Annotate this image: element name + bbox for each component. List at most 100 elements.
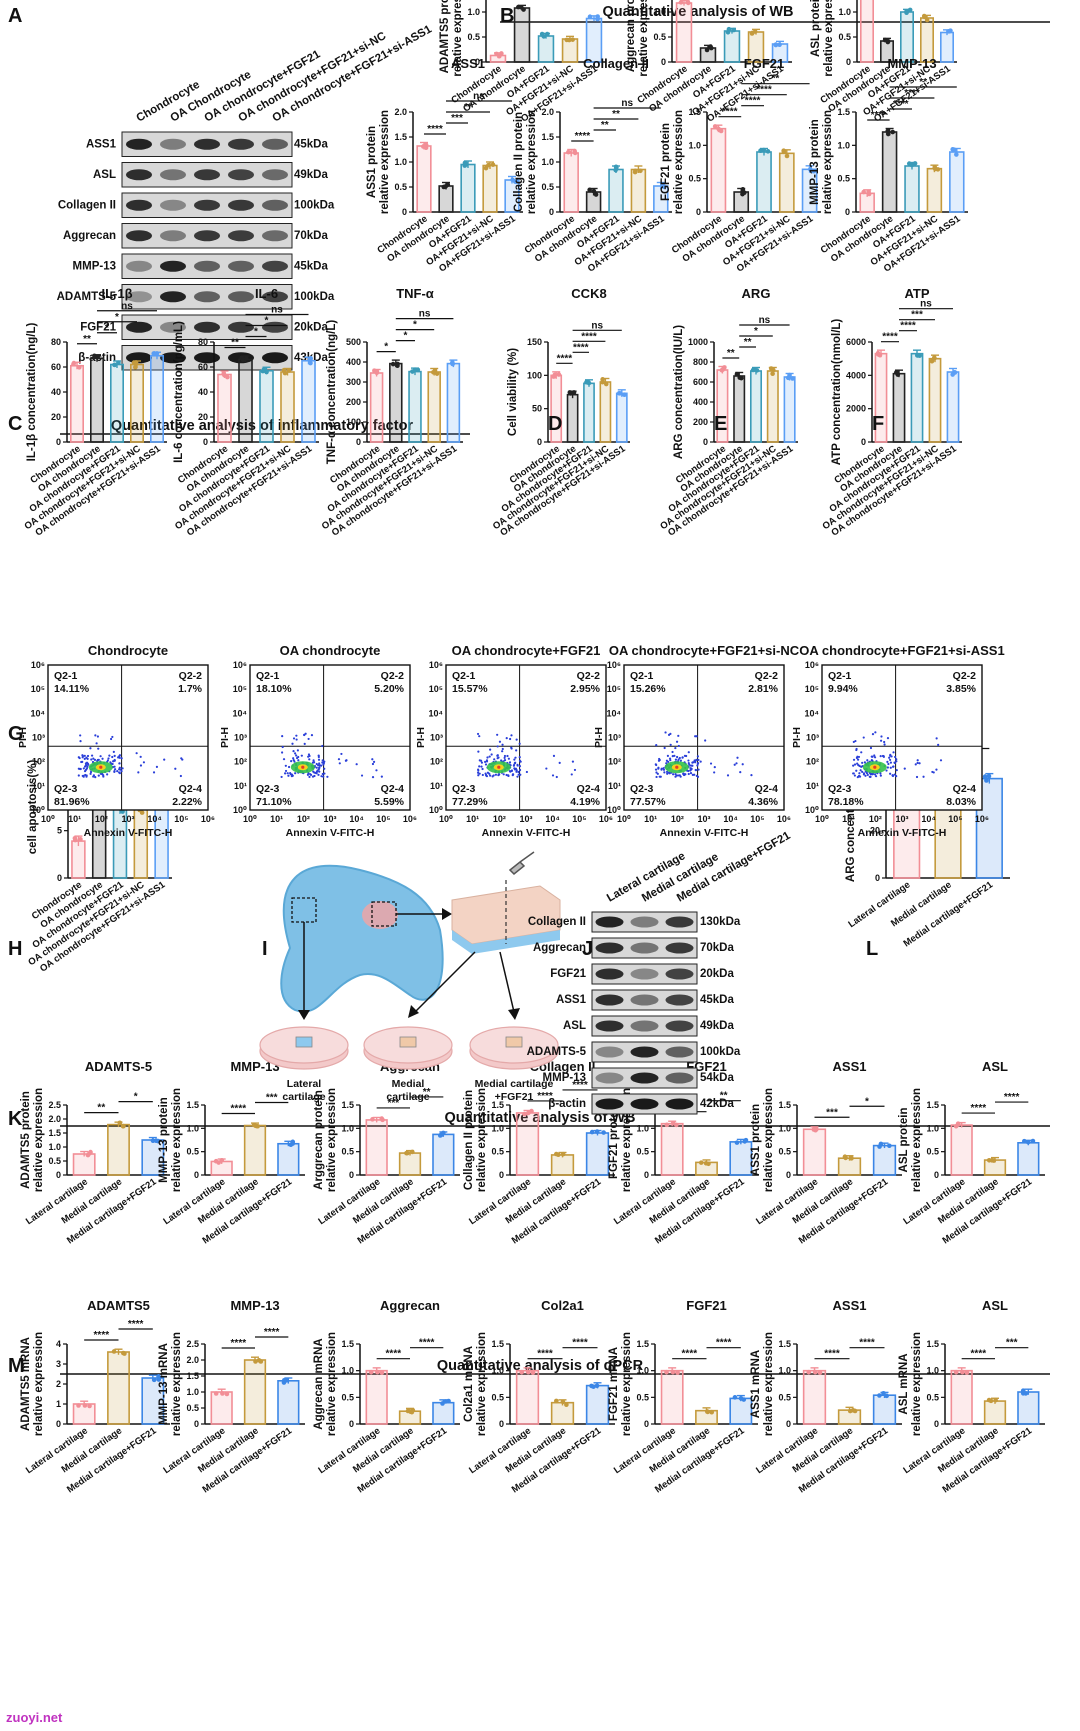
flow-event xyxy=(321,759,324,762)
data-point xyxy=(742,190,747,195)
blot-kda-label: 70kDa xyxy=(700,942,734,954)
y-axis-label: IL-6 concentration(pg/mL) xyxy=(173,321,185,463)
flow-event xyxy=(322,775,325,778)
flow-event xyxy=(480,765,483,768)
bar xyxy=(277,1142,300,1176)
arrow-head xyxy=(442,908,452,920)
flow-y-tick: 10³ xyxy=(806,733,819,743)
bar xyxy=(369,372,384,443)
data-point xyxy=(685,0,691,6)
flow-event xyxy=(879,772,882,775)
y-tick-label: 1.5 xyxy=(186,1371,199,1381)
data-point xyxy=(92,353,97,359)
flow-event xyxy=(518,742,521,745)
flow-event xyxy=(693,773,696,776)
data-point xyxy=(112,362,117,368)
flow-event xyxy=(281,745,284,749)
lesion-area xyxy=(362,901,398,929)
sig-label: ns xyxy=(419,309,431,320)
blot-band xyxy=(160,260,186,272)
chart-title: ASS1 xyxy=(833,1298,867,1313)
blot-strip xyxy=(591,963,698,985)
flow-x-tick: 10⁶ xyxy=(201,814,215,824)
flow-event xyxy=(694,735,697,738)
flow-event xyxy=(552,754,556,757)
quadrant-value: 4.36% xyxy=(748,796,778,808)
data-point xyxy=(423,145,429,151)
y-tick-label: 1.0 xyxy=(653,7,666,17)
bar xyxy=(660,1369,684,1425)
data-point xyxy=(441,1130,446,1136)
schematic-i: Lateral cartilage Medial cartilage Medial ca… xyxy=(259,851,561,1103)
flow-event xyxy=(866,759,869,762)
flow-event xyxy=(290,773,294,776)
arrow xyxy=(414,951,476,1013)
flow-event xyxy=(679,759,682,762)
flow-event xyxy=(696,775,700,778)
sig-label: *** xyxy=(266,1093,278,1104)
flow-y-tick: 10⁰ xyxy=(805,805,819,815)
flow-event xyxy=(280,775,283,779)
y-tick-label: 800 xyxy=(693,357,708,367)
flow-event xyxy=(345,759,348,762)
tissue-explant xyxy=(505,1036,523,1048)
bar xyxy=(756,151,772,213)
blot-band xyxy=(595,1020,624,1032)
flow-x-tick: 10² xyxy=(671,814,684,824)
data-point xyxy=(726,26,732,32)
y-axis-label: ARG concentration(IU/L) xyxy=(673,325,685,459)
panel-m-title: Quantitative analysis of qPCR xyxy=(437,1358,644,1374)
flow-event xyxy=(317,754,320,757)
flow-event xyxy=(663,771,666,774)
bar xyxy=(710,127,727,213)
flow-event xyxy=(295,734,298,737)
data-point xyxy=(638,168,643,174)
flow-event xyxy=(514,756,517,759)
data-point xyxy=(587,14,593,20)
data-point xyxy=(372,368,377,374)
data-point xyxy=(950,372,955,377)
y-tick-label: 1.0 xyxy=(636,1123,649,1133)
y-tick-label: 1.5 xyxy=(394,132,407,142)
flow-event xyxy=(505,773,508,777)
bar xyxy=(766,370,779,443)
data-point xyxy=(591,1384,596,1389)
flow-event xyxy=(303,742,306,746)
blot-band xyxy=(194,138,220,150)
y-tick-label: 20 xyxy=(870,826,880,836)
data-point xyxy=(887,1143,892,1149)
blot-kda-label: 54kDa xyxy=(700,1072,734,1084)
data-point xyxy=(991,1158,997,1163)
flow-event xyxy=(135,752,138,755)
bar xyxy=(515,1369,540,1425)
flow-event xyxy=(315,762,318,766)
bar xyxy=(802,1128,827,1176)
flow-event xyxy=(689,772,693,775)
flow-event xyxy=(81,755,85,758)
data-point xyxy=(849,1156,854,1161)
flow-event xyxy=(99,755,102,758)
flow-y-tick: 10⁴ xyxy=(805,708,819,718)
blot-row-label: ADAMTS-5 xyxy=(57,291,117,303)
data-point xyxy=(570,37,575,42)
data-point xyxy=(434,371,440,376)
blot-row-label: ASS1 xyxy=(556,994,587,1006)
data-point xyxy=(984,778,989,783)
data-point xyxy=(708,44,713,49)
flow-cytometry-g: ChondrocyteQ2-114.11%Q2-21.7%Q2-381.96%Q… xyxy=(17,643,1005,839)
flow-event xyxy=(312,759,315,762)
data-point xyxy=(906,161,912,166)
y-tick-label: 0.5 xyxy=(341,1392,354,1402)
bar xyxy=(926,167,943,213)
flow-event xyxy=(516,763,519,766)
flow-frame xyxy=(249,664,411,811)
y-tick-label: 20 xyxy=(198,412,208,422)
data-point xyxy=(890,129,896,135)
flow-event xyxy=(882,754,885,758)
flow-event xyxy=(852,758,856,761)
y-tick-label: 400 xyxy=(693,397,708,407)
y-axis-label: IL-1β concentration(ng/L) xyxy=(26,323,38,462)
sig-label: * xyxy=(105,323,109,334)
flow-event xyxy=(79,767,82,771)
data-point xyxy=(812,1369,818,1375)
